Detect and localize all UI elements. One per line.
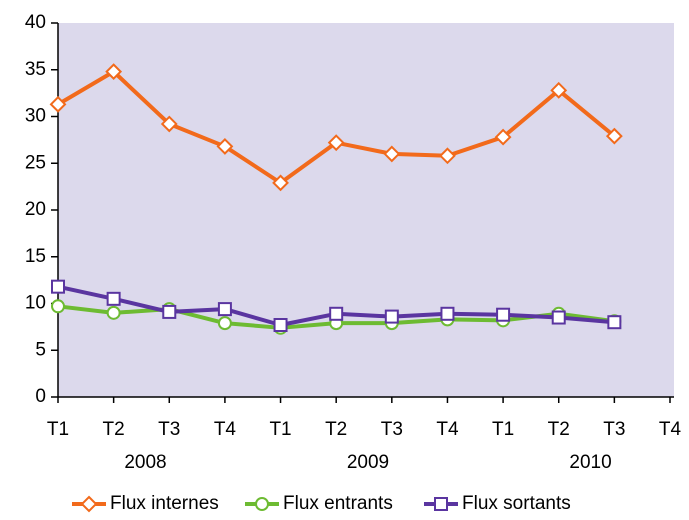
marker: [51, 279, 65, 294]
marker: [550, 81, 568, 99]
y-tick-label: 25: [25, 152, 46, 173]
marker: [551, 310, 566, 325]
marker: [494, 128, 512, 146]
marker: [160, 115, 178, 133]
legend-label: Flux entrants: [283, 493, 393, 514]
x-tick-label: T2: [103, 419, 125, 440]
marker: [106, 291, 121, 306]
y-tick-label: 15: [25, 246, 46, 267]
x-tick-label: T1: [492, 419, 514, 440]
legend-marker: [255, 497, 269, 511]
y-tick-label: 30: [25, 106, 46, 127]
marker: [384, 309, 399, 324]
x-group-label: 2010: [569, 452, 611, 473]
x-tick-label: T1: [269, 419, 291, 440]
y-tick-label: 20: [25, 199, 46, 220]
plot-area: [58, 23, 674, 397]
legend-marker: [80, 495, 98, 513]
marker: [439, 147, 456, 165]
y-tick-label: 40: [25, 12, 46, 33]
x-group-label: 2009: [347, 452, 389, 473]
marker: [49, 95, 67, 113]
marker: [440, 306, 455, 321]
x-tick-label: T3: [158, 419, 180, 440]
marker: [329, 306, 344, 321]
marker: [327, 134, 345, 152]
marker: [496, 307, 511, 322]
marker: [217, 316, 232, 331]
x-tick-label: T4: [214, 419, 237, 440]
x-tick-label: T1: [47, 419, 69, 440]
x-tick-label: T4: [659, 419, 682, 440]
x-tick-label: T2: [548, 419, 570, 440]
marker: [607, 315, 622, 330]
marker: [217, 302, 232, 317]
x-tick-label: T4: [436, 419, 459, 440]
legend-marker: [434, 497, 448, 511]
legend-label: Flux sortants: [462, 493, 571, 514]
y-tick-label: 10: [25, 293, 46, 314]
legend-label: Flux internes: [110, 493, 219, 514]
y-tick-label: 0: [35, 386, 46, 407]
marker: [605, 127, 623, 145]
marker: [162, 304, 177, 319]
marker: [216, 138, 234, 155]
marker: [272, 174, 289, 192]
y-tick-label: 5: [35, 339, 46, 360]
x-tick-label: T3: [603, 419, 625, 440]
x-tick-label: T3: [381, 419, 403, 440]
x-group-label: 2008: [124, 452, 166, 473]
marker: [51, 299, 65, 314]
x-tick-label: T2: [325, 419, 347, 440]
marker: [106, 305, 121, 320]
marker: [105, 63, 123, 81]
marker: [273, 318, 288, 333]
y-tick-label: 35: [25, 59, 46, 80]
marker: [383, 145, 401, 163]
